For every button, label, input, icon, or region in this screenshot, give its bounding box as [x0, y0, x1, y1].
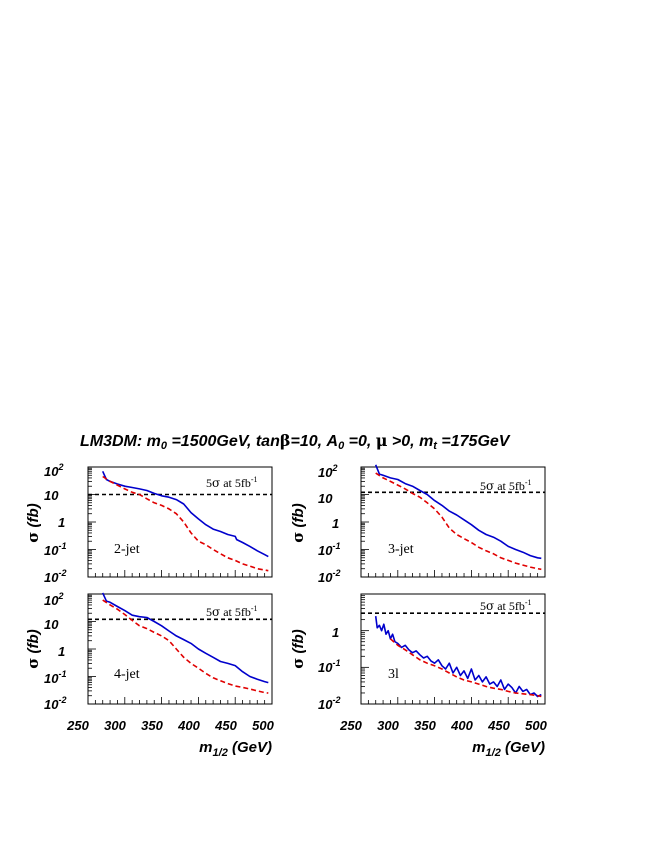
- xtick-left-500: 500: [252, 718, 274, 733]
- ytick-4jet-m1: 10-1: [44, 669, 66, 686]
- panel-label-2jet: 2-jet: [114, 542, 140, 557]
- ytick-3jet-p1: 10: [318, 491, 333, 506]
- ytick-4jet-p2: 102: [44, 591, 63, 608]
- figure-title: LM3DM: m0 =1500GeV, tanβ=10, A0 =0, μ >0…: [80, 431, 511, 452]
- series-dashed-3jet: [375, 472, 542, 571]
- ytick-4jet-p1: 10: [44, 617, 59, 632]
- ylabel-2jet: σ (fb): [24, 503, 42, 542]
- annotation-3l: 5σ at 5fb-1: [480, 598, 532, 613]
- annotation-4jet: 5σ at 5fb-1: [206, 604, 258, 619]
- ytick-3jet-m2: 10-2: [318, 568, 340, 585]
- xtick-left-400: 400: [177, 718, 200, 733]
- ytick-3jet-m1: 10-1: [318, 541, 340, 558]
- ytick-2jet-p2: 102: [44, 462, 63, 479]
- series-dashed-2jet: [102, 475, 269, 572]
- xlabel-left: m1/2 (GeV): [199, 739, 272, 759]
- xtick-left-250: 250: [66, 718, 89, 733]
- ytick-2jet-p1: 10: [44, 488, 59, 503]
- xtick-right-350: 350: [414, 718, 436, 733]
- series-dashed-4jet: [102, 599, 269, 694]
- ylabel-3jet: σ (fb): [289, 503, 307, 542]
- ytick-2jet-m1: 10-1: [44, 541, 66, 558]
- x-axis-right: 250 300 350 400 450 500 m1/2 (GeV): [339, 718, 547, 759]
- ytick-4jet-p0: 1: [58, 644, 65, 659]
- xtick-right-500: 500: [525, 718, 547, 733]
- ytick-3jet-p2: 102: [318, 463, 337, 480]
- ytick-3l-m2: 10-2: [318, 695, 340, 712]
- panel-2jet: σ (fb) 102 10 1 10-1 10-2 5σ at 5fb-1 2-…: [24, 462, 273, 585]
- xtick-right-450: 450: [487, 718, 510, 733]
- series-solid-4jet: [101, 592, 269, 684]
- xtick-left-450: 450: [214, 718, 237, 733]
- ylabel-4jet: σ (fb): [24, 629, 42, 668]
- panel-label-3l: 3l: [388, 667, 399, 682]
- annotation-2jet: 5σ at 5fb-1: [206, 475, 258, 490]
- xtick-right-250: 250: [339, 718, 362, 733]
- ytick-2jet-p0: 1: [58, 515, 65, 530]
- xtick-left-300: 300: [104, 718, 126, 733]
- ytick-2jet-m2: 10-2: [44, 568, 66, 585]
- panel-4jet: σ (fb) 102 10 1 10-1 10-2 5σ at 5fb-1 4-…: [24, 591, 273, 712]
- ylabel-3l: σ (fb): [289, 629, 307, 668]
- panel-label-3jet: 3-jet: [388, 542, 414, 557]
- series-dashed-3l: [389, 638, 542, 698]
- xtick-right-300: 300: [377, 718, 399, 733]
- ytick-4jet-m2: 10-2: [44, 695, 66, 712]
- ytick-3jet-p0: 1: [332, 516, 339, 531]
- panel-3l: σ (fb) 1 10-1 10-2 5σ at 5fb-1 3l: [289, 593, 546, 712]
- annotation-3jet: 5σ at 5fb-1: [480, 478, 532, 493]
- series-solid-3l: [374, 615, 542, 698]
- ytick-3l-p0: 1: [332, 625, 339, 640]
- xlabel-right: m1/2 (GeV): [472, 739, 545, 759]
- xtick-right-400: 400: [450, 718, 473, 733]
- xtick-left-350: 350: [141, 718, 163, 733]
- x-axis-left: 250 300 350 400 450 500 m1/2 (GeV): [66, 718, 274, 759]
- series-solid-2jet: [101, 470, 269, 558]
- ytick-3l-m1: 10-1: [318, 658, 340, 675]
- series-solid-3jet: [374, 464, 542, 560]
- frame-3l: [360, 593, 546, 705]
- panel-label-4jet: 4-jet: [114, 667, 140, 682]
- panel-3jet: σ (fb) 102 10 1 10-1 10-2 5σ at 5fb-1 3-…: [289, 463, 546, 585]
